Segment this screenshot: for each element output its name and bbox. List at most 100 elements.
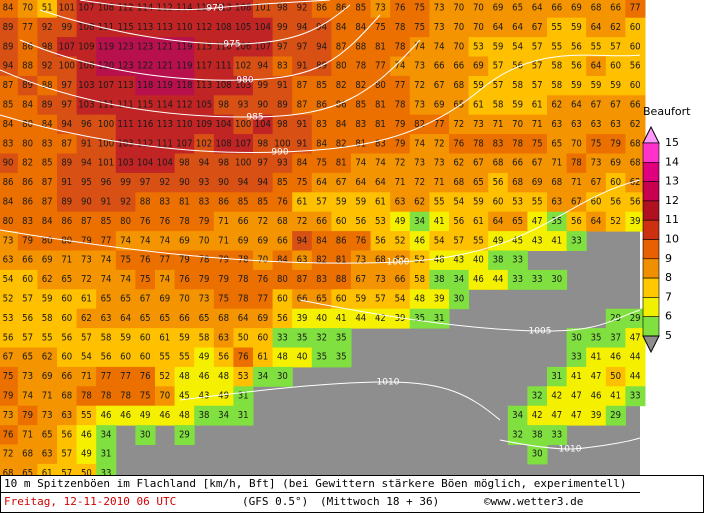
gust-value: 94 — [3, 61, 14, 72]
field-cell — [155, 37, 176, 57]
gust-value: 89 — [42, 100, 53, 111]
field-cell — [488, 75, 509, 96]
field-cell — [135, 328, 156, 348]
field-cell — [331, 250, 352, 271]
gust-value: 93 — [199, 177, 210, 188]
field-cell — [194, 172, 215, 193]
gust-value: 60 — [140, 352, 151, 363]
gust-value: 78 — [395, 22, 406, 33]
field-cell — [96, 153, 117, 174]
field-cell — [507, 269, 528, 290]
gust-value: 46 — [159, 410, 170, 421]
isobar-label: 970 — [206, 4, 223, 14]
gust-value: 74 — [159, 274, 170, 285]
field-cell — [507, 0, 528, 19]
gust-value: 41 — [610, 391, 621, 402]
field-cell — [370, 56, 391, 77]
gust-value: 55 — [81, 410, 92, 421]
gust-value: 100 — [235, 158, 251, 169]
field-cell — [625, 0, 646, 19]
gust-value: 74 — [101, 274, 112, 285]
field-cell — [76, 211, 97, 232]
gust-value: 84 — [336, 119, 347, 130]
field-cell — [115, 289, 136, 310]
field-cell — [37, 95, 58, 116]
field-cell — [351, 269, 372, 290]
gust-value: 57 — [61, 449, 72, 460]
field-cell — [331, 134, 352, 154]
gust-value: 68 — [591, 3, 602, 14]
field-cell — [96, 95, 117, 116]
gust-value: 74 — [414, 41, 425, 52]
gust-value: 87 — [297, 100, 308, 111]
gust-value: 56 — [453, 216, 464, 227]
field-cell — [57, 134, 78, 154]
gust-value: 77 — [101, 235, 112, 246]
gust-value: 63 — [610, 119, 621, 130]
gust-value: 76 — [179, 274, 190, 285]
field-cell — [586, 153, 607, 174]
legend-label: 6 — [665, 310, 672, 323]
field-cell — [272, 95, 293, 116]
field-cell — [311, 0, 332, 19]
gust-value: 78 — [179, 216, 190, 227]
gust-value: 87 — [336, 41, 347, 52]
gust-value: 48 — [179, 410, 190, 421]
gust-value: 75 — [316, 158, 327, 169]
field-cell — [625, 192, 646, 213]
gust-value: 60 — [630, 41, 641, 52]
field-cell — [292, 308, 313, 329]
gust-value: 52 — [395, 235, 406, 246]
gust-value: 44 — [493, 274, 504, 285]
field-cell — [449, 153, 470, 174]
field-cell — [194, 114, 215, 135]
field-cell — [96, 231, 117, 251]
gust-value: 92 — [42, 61, 53, 72]
gust-value: 66 — [630, 100, 641, 111]
gust-value: 75 — [591, 138, 602, 149]
gust-value: 59 — [571, 80, 582, 91]
field-cell — [507, 114, 528, 135]
field-cell — [194, 192, 215, 213]
gust-value: 83 — [316, 274, 327, 285]
field-cell — [115, 37, 136, 57]
field-cell — [76, 250, 97, 271]
gust-value: 39 — [395, 313, 406, 324]
gust-value: 64 — [493, 216, 504, 227]
gust-value: 57 — [22, 332, 33, 343]
field-cell — [449, 211, 470, 232]
gust-value: 87 — [42, 177, 53, 188]
gust-value: 72 — [3, 449, 14, 460]
field-cell — [507, 95, 528, 116]
gust-value: 81 — [375, 119, 386, 130]
gust-value: 91 — [61, 177, 72, 188]
gust-value: 66 — [551, 3, 562, 14]
gust-value: 77 — [395, 80, 406, 91]
gust-value: 105 — [196, 100, 212, 111]
gust-value: 56 — [22, 313, 33, 324]
legend-swatch — [642, 142, 660, 163]
gust-value: 80 — [277, 274, 288, 285]
field-cell — [174, 289, 195, 310]
field-cell — [76, 308, 97, 329]
field-cell — [194, 231, 215, 251]
gust-value: 63 — [551, 119, 562, 130]
field-cell — [213, 269, 234, 290]
field-cell — [370, 250, 391, 271]
field-cell — [17, 289, 38, 310]
gust-value: 97 — [277, 41, 288, 52]
gust-value: 59 — [591, 80, 602, 91]
gust-value: 47 — [551, 410, 562, 421]
gust-value: 58 — [493, 100, 504, 111]
field-cell — [605, 134, 626, 154]
field-cell — [605, 172, 626, 193]
field-cell — [174, 17, 195, 38]
field-cell — [155, 308, 176, 329]
field-cell — [625, 347, 646, 368]
legend-label: 5 — [665, 329, 672, 342]
field-cell — [370, 289, 391, 310]
gust-value: 67 — [3, 352, 14, 363]
gust-value: 59 — [473, 80, 484, 91]
field-cell — [586, 172, 607, 193]
gust-value: 72 — [257, 216, 268, 227]
